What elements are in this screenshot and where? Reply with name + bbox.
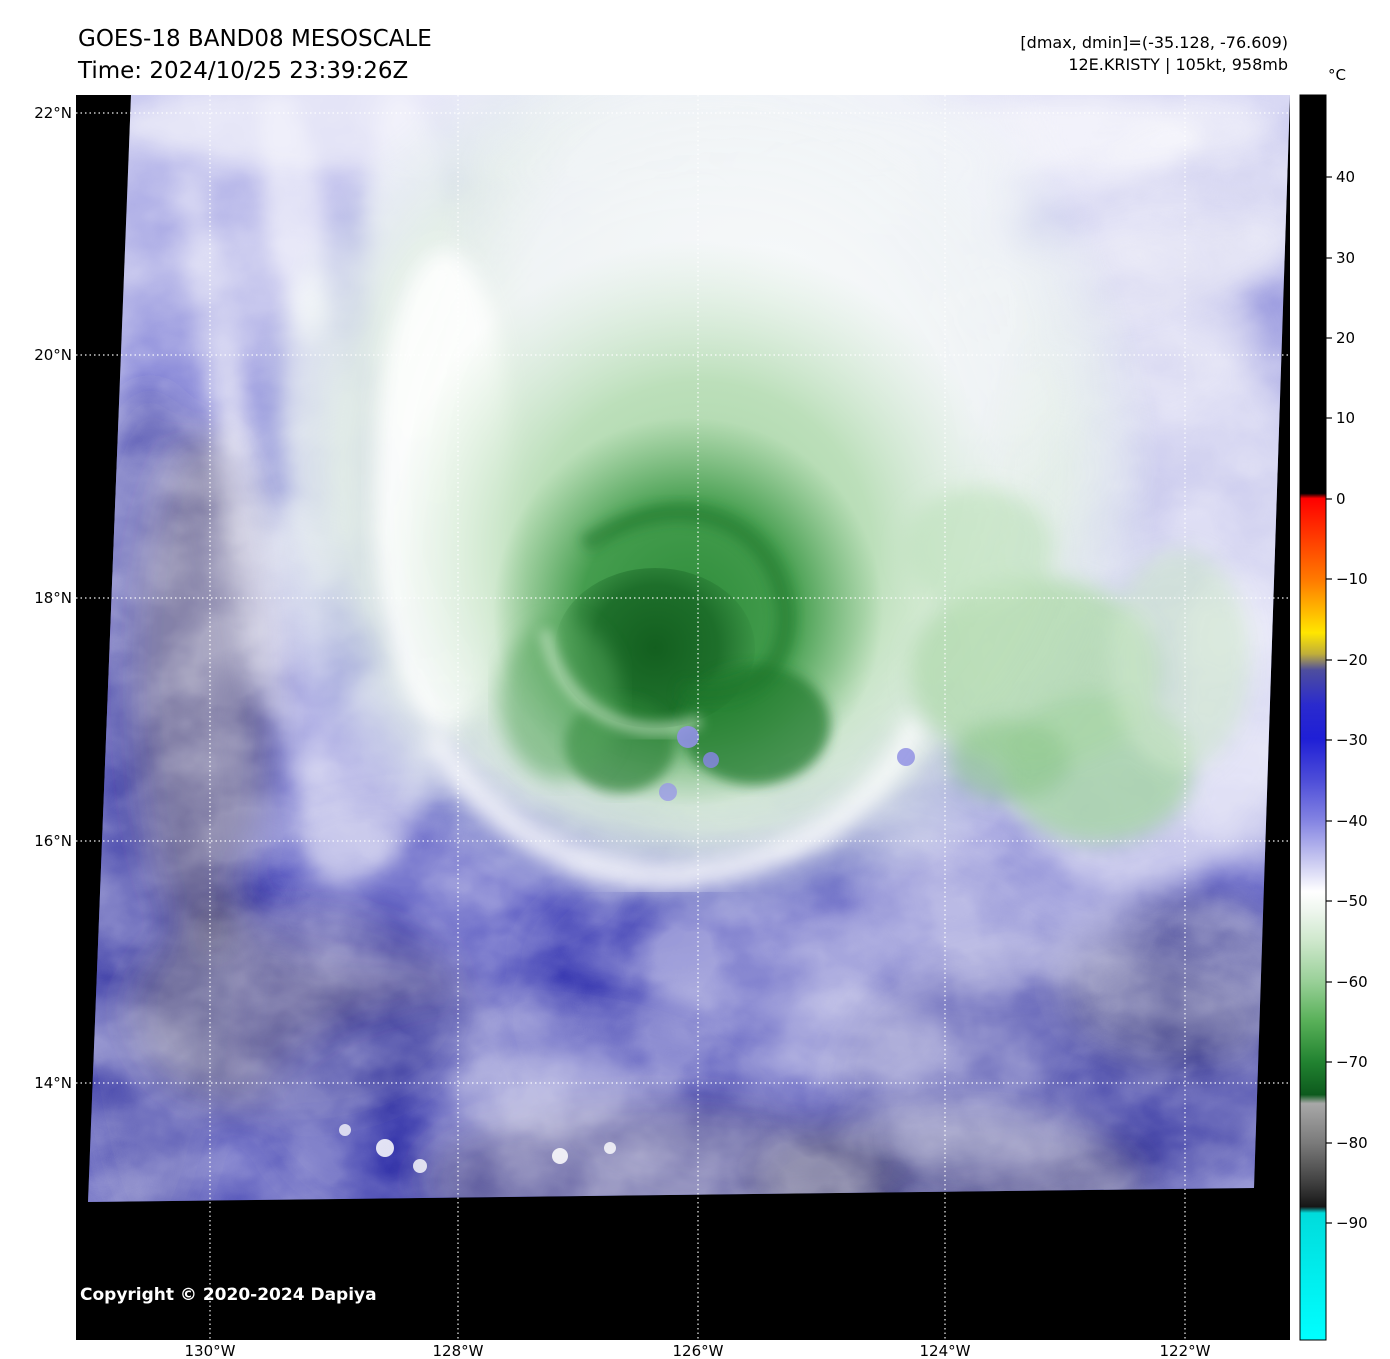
east-convective-clusters <box>903 488 1250 843</box>
copyright-watermark: Copyright © 2020-2024 Dapiya <box>80 1285 377 1305</box>
lon-label: 122°W <box>1160 1342 1211 1359</box>
lon-label: 126°W <box>673 1342 724 1359</box>
satellite-imagery <box>88 95 1290 1202</box>
latitude-axis: 22°N 20°N 18°N 16°N 14°N <box>34 104 72 1092</box>
map-plot-area: Copyright © 2020-2024 Dapiya <box>76 95 1290 1340</box>
colorbar-tick: 10 <box>1336 409 1355 427</box>
colorbar-tick: −30 <box>1336 731 1368 749</box>
lon-label: 130°W <box>185 1342 236 1359</box>
colorbar-tick: −70 <box>1336 1053 1368 1071</box>
storm-info-annotation: 12E.KRISTY | 105kt, 958mb <box>1068 55 1288 74</box>
colorbar-tick-labels: 40 30 20 10 0 −10 −20 −30 −40 −50 −60 −7… <box>1336 168 1368 1232</box>
colorbar-unit-label: °C <box>1328 66 1346 84</box>
colorbar-tick: −10 <box>1336 570 1368 588</box>
product-title: GOES-18 BAND08 MESOSCALE <box>78 26 432 52</box>
lat-label: 14°N <box>34 1074 72 1092</box>
dmax-dmin-annotation: [dmax, dmin]=(-35.128, -76.609) <box>1020 33 1288 52</box>
colorbar-tick: 0 <box>1336 490 1346 508</box>
south-low-clouds <box>339 896 1070 1180</box>
colorbar-tick: −20 <box>1336 651 1368 669</box>
product-time: Time: 2024/10/25 23:39:26Z <box>77 58 408 84</box>
colorbar-tick: 20 <box>1336 329 1355 347</box>
colorbar-tick: −60 <box>1336 973 1368 991</box>
colorbar-tick: −50 <box>1336 892 1368 910</box>
colorbar-tickmarks <box>1326 176 1332 1224</box>
lat-label: 20°N <box>34 346 72 364</box>
lon-label: 128°W <box>433 1342 484 1359</box>
lat-label: 22°N <box>34 104 72 122</box>
lat-label: 18°N <box>34 589 72 607</box>
longitude-axis: 130°W 128°W 126°W 124°W 122°W <box>185 1342 1211 1359</box>
colorbar-tick: 40 <box>1336 168 1355 186</box>
temperature-colorbar: 40 30 20 10 0 −10 −20 −30 −40 −50 −60 −7… <box>1299 94 1368 1341</box>
lon-label: 124°W <box>920 1342 971 1359</box>
graticule-grid <box>76 95 1290 1340</box>
colorbar-tick: −80 <box>1336 1134 1368 1152</box>
colorbar-tick: −40 <box>1336 812 1368 830</box>
colorbar-gradient-bar <box>1299 94 1327 1341</box>
colorbar-tick: 30 <box>1336 249 1355 267</box>
colorbar-tick: −90 <box>1336 1214 1368 1232</box>
lat-label: 16°N <box>34 832 72 850</box>
